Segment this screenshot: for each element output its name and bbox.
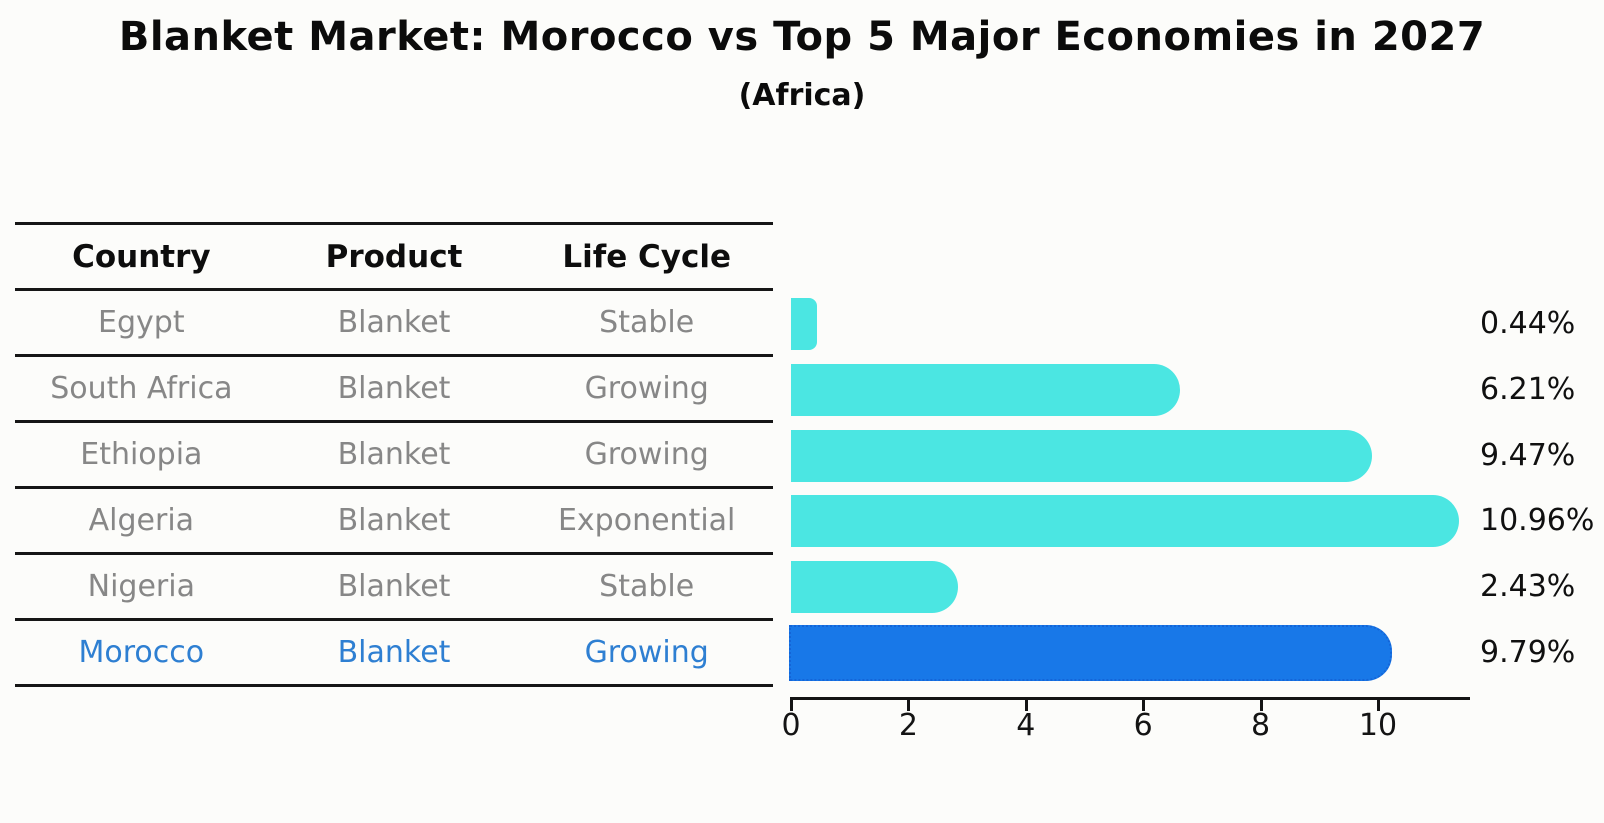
cell-country: Ethiopia — [80, 437, 203, 472]
table-header-row: Country Product Life Cycle — [15, 225, 773, 291]
x-tick-6 — [1142, 700, 1146, 711]
x-tick-label-0: 0 — [781, 708, 801, 743]
value-label-algeria: 10.96% — [1480, 503, 1595, 538]
cell-product: Blanket — [337, 503, 451, 538]
cell-lifecycle: Stable — [599, 569, 695, 604]
x-tick-label-4: 4 — [1016, 708, 1036, 743]
cell-country: Algeria — [88, 503, 195, 538]
value-label-ethiopia: 9.47% — [1480, 438, 1576, 473]
cell-lifecycle: Exponential — [557, 503, 736, 538]
x-tick-4 — [1024, 700, 1028, 711]
table-body: Egypt Blanket Stable South Africa Blanket Gro… — [15, 291, 773, 687]
x-axis-line — [790, 697, 1470, 700]
country-table: Country Product Life Cycle Egypt Blanket S… — [15, 222, 773, 687]
x-tick-label-2: 2 — [898, 708, 918, 743]
bar-algeria — [791, 495, 1459, 547]
cell-country: South Africa — [50, 371, 233, 406]
cell-lifecycle: Growing — [584, 437, 709, 472]
x-tick-8 — [1259, 700, 1263, 711]
x-tick-2 — [907, 700, 911, 711]
value-label-egypt: 0.44% — [1480, 306, 1576, 341]
bar-nigeria — [791, 561, 958, 613]
table-row-ethiopia: Ethiopia Blanket Growing — [15, 423, 773, 489]
cell-lifecycle: Stable — [599, 305, 695, 340]
value-label-nigeria: 2.43% — [1480, 569, 1576, 604]
value-label-morocco: 9.79% — [1480, 635, 1576, 670]
table-row-south-africa: South Africa Blanket Growing — [15, 357, 773, 423]
cell-product: Blanket — [337, 371, 451, 406]
x-tick-label-10: 10 — [1358, 708, 1398, 743]
table-row-egypt: Egypt Blanket Stable — [15, 291, 773, 357]
bar-morocco — [789, 625, 1392, 681]
chart-title: Blanket Market: Morocco vs Top 5 Major E… — [118, 14, 1486, 60]
cell-lifecycle: Growing — [584, 635, 709, 670]
chart-subtitle: (Africa) — [738, 78, 866, 113]
cell-product: Blanket — [337, 305, 451, 340]
cell-country: Morocco — [78, 635, 205, 670]
table-row-algeria: Algeria Blanket Exponential — [15, 489, 773, 555]
cell-product: Blanket — [337, 437, 451, 472]
x-tick-10 — [1377, 700, 1380, 711]
table-row-morocco: Morocco Blanket Growing — [15, 621, 773, 687]
x-tick-label-6: 6 — [1133, 708, 1153, 743]
x-tick-label-8: 8 — [1251, 708, 1271, 743]
column-header-product: Product — [325, 238, 463, 275]
value-label-south-africa: 6.21% — [1480, 372, 1576, 407]
column-header-lifecycle: Life Cycle — [562, 238, 732, 275]
bar-ethiopia — [791, 430, 1372, 482]
cell-country: Nigeria — [87, 569, 195, 604]
x-tick-0 — [790, 700, 793, 711]
column-header-country: Country — [72, 238, 211, 275]
cell-country: Egypt — [98, 305, 185, 340]
cell-product: Blanket — [337, 569, 451, 604]
bar-egypt — [791, 298, 817, 350]
cell-lifecycle: Growing — [584, 371, 709, 406]
table-row-nigeria: Nigeria Blanket Stable — [15, 555, 773, 621]
bar-south-africa — [791, 364, 1180, 416]
cell-product: Blanket — [337, 635, 451, 670]
